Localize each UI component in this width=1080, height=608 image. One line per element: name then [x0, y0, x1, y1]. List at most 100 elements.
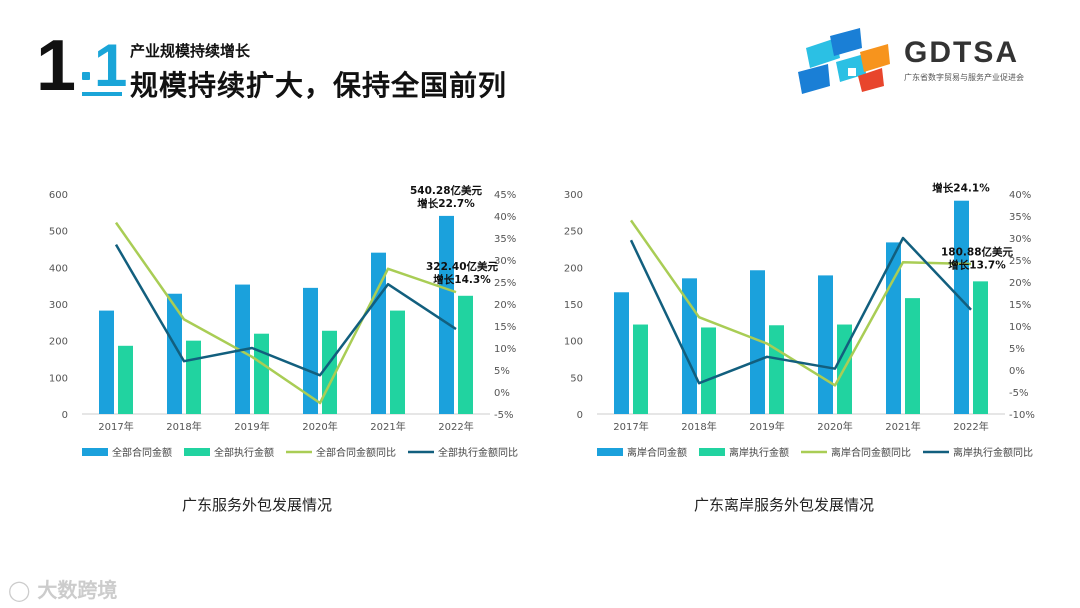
y2-tick-label: 15%: [1009, 300, 1031, 311]
x-tick-label: 2018年: [166, 420, 201, 433]
annotation-executed: 180.88亿美元: [941, 245, 1014, 258]
watermark-text: 大数跨境: [37, 578, 118, 602]
page-subtitle: 产业规模持续增长: [130, 42, 251, 60]
legend-swatch: [184, 448, 210, 456]
annotation-contract: 290.85亿美元: [925, 180, 998, 182]
chart-title-1: 广东服务外包发展情况: [182, 496, 333, 514]
bar-contract: [99, 310, 114, 414]
y-tick-label: 200: [49, 337, 68, 348]
x-tick-label: 2020年: [817, 420, 852, 433]
x-tick-label: 2018年: [681, 420, 716, 433]
y2-tick-label: -5%: [494, 410, 513, 421]
y2-tick-label: 0%: [494, 388, 510, 399]
y2-tick-label: 40%: [1009, 190, 1031, 201]
legend-label: 全部执行金额: [214, 446, 274, 459]
y-tick-label: 150: [564, 300, 583, 311]
x-tick-label: 2017年: [98, 420, 133, 433]
chart-guangdong-offshore-outsourcing: 300 250 200 150 100 50 0 40% 35% 30% 25% 20% 15% 10% 5…: [564, 180, 1035, 459]
bar-executed: [701, 327, 716, 414]
y2-tick-label: 45%: [494, 190, 516, 201]
line-series-executed-yoy: [629, 236, 972, 385]
y2-tick-label: -10%: [1009, 410, 1035, 421]
annotation-executed: 增长14.3%: [433, 273, 491, 286]
bar-executed: [905, 298, 920, 414]
y-tick-label: 50: [570, 373, 583, 384]
line-series-contract-yoy: [629, 219, 972, 387]
y-tick-label: 100: [564, 337, 583, 348]
y-tick-label: 500: [49, 227, 68, 238]
x-tick-label: 2019年: [749, 420, 784, 433]
section-number-dot: [82, 72, 90, 80]
y-tick-label: 100: [49, 373, 68, 384]
bar-executed: [769, 325, 784, 414]
annotation-contract: 增长24.1%: [932, 182, 990, 195]
y-tick-label: 0: [62, 410, 68, 421]
x-tick-label: 2021年: [885, 420, 920, 433]
legend-swatch: [699, 448, 725, 456]
gdtsa-logo: GDTSA 广东省数字贸易与服务产业促进会: [796, 28, 1046, 98]
legend-label: 全部合同金额: [112, 446, 172, 459]
watermark: ◯ 大数跨境: [8, 574, 117, 603]
legend-label: 全部执行金额同比: [438, 446, 518, 459]
x-tick-label: 2021年: [370, 420, 405, 433]
bar-executed: [254, 333, 269, 414]
y-tick-label: 250: [564, 227, 583, 238]
bar-contract: [614, 292, 629, 414]
y2-tick-label: 5%: [1009, 344, 1025, 355]
logo-name: GDTSA: [904, 36, 1019, 69]
y2-tick-label: 25%: [1009, 256, 1031, 267]
watermark-icon: ◯: [8, 578, 31, 602]
bar-executed: [390, 310, 405, 414]
bar-executed: [186, 340, 201, 414]
bar-executed: [973, 281, 988, 414]
x-tick-label: 2019年: [234, 420, 269, 433]
bar-executed: [633, 324, 648, 414]
x-tick-label: 2022年: [953, 420, 988, 433]
y2-tick-label: 40%: [494, 212, 516, 223]
chart-title-2: 广东离岸服务外包发展情况: [694, 496, 875, 514]
x-tick-label: 2022年: [438, 420, 473, 433]
y2-tick-label: 30%: [494, 256, 516, 267]
bar-contract: [954, 200, 969, 414]
y-tick-label: 400: [49, 263, 68, 274]
legend-swatch: [597, 448, 623, 456]
annotation-contract: 增长22.7%: [417, 197, 475, 210]
annotation-executed: 增长13.7%: [948, 258, 1006, 271]
logo-full-name: 广东省数字贸易与服务产业促进会: [904, 73, 1024, 82]
y2-tick-label: 20%: [494, 300, 516, 311]
annotation-contract: 540.28亿美元: [410, 184, 483, 197]
y2-tick-label: 30%: [1009, 234, 1031, 245]
y-tick-label: 200: [564, 263, 583, 274]
legend-label: 离岸执行金额同比: [953, 446, 1033, 459]
bar-contract: [303, 287, 318, 414]
gdtsa-logo-mark: [798, 28, 890, 94]
chart-guangdong-outsourcing: 600 500 400 300 200 100 0 45% 40% 35% 30% 25% 20% 15%…: [49, 184, 518, 459]
y2-tick-label: 10%: [1009, 322, 1031, 333]
y2-tick-label: 10%: [494, 344, 516, 355]
bar-executed: [118, 345, 133, 414]
bar-contract: [439, 215, 454, 414]
y2-tick-label: 15%: [494, 322, 516, 333]
section-number-underline: [82, 92, 122, 96]
y2-tick-label: 35%: [1009, 212, 1031, 223]
x-tick-label: 2020年: [302, 420, 337, 433]
bar-contract: [682, 278, 697, 414]
legend-swatch: [82, 448, 108, 456]
bar-contract: [750, 270, 765, 414]
y-tick-label: 300: [49, 300, 68, 311]
y-tick-label: 300: [564, 190, 583, 201]
y2-tick-label: 0%: [1009, 366, 1025, 377]
page-title: 规模持续扩大，保持全国前列: [130, 69, 508, 102]
y2-tick-label: 5%: [494, 366, 510, 377]
y2-tick-label: 25%: [494, 278, 516, 289]
annotation-executed: 322.40亿美元: [426, 260, 499, 273]
y-tick-label: 600: [49, 190, 68, 201]
bar-contract: [818, 275, 833, 414]
y-tick-label: 0: [577, 410, 583, 421]
y2-tick-label: 20%: [1009, 278, 1031, 289]
line-series-contract-yoy: [114, 221, 457, 405]
legend-label: 全部合同金额同比: [316, 446, 396, 459]
y2-tick-label: -5%: [1009, 388, 1028, 399]
section-number-minor: 1: [94, 32, 127, 99]
